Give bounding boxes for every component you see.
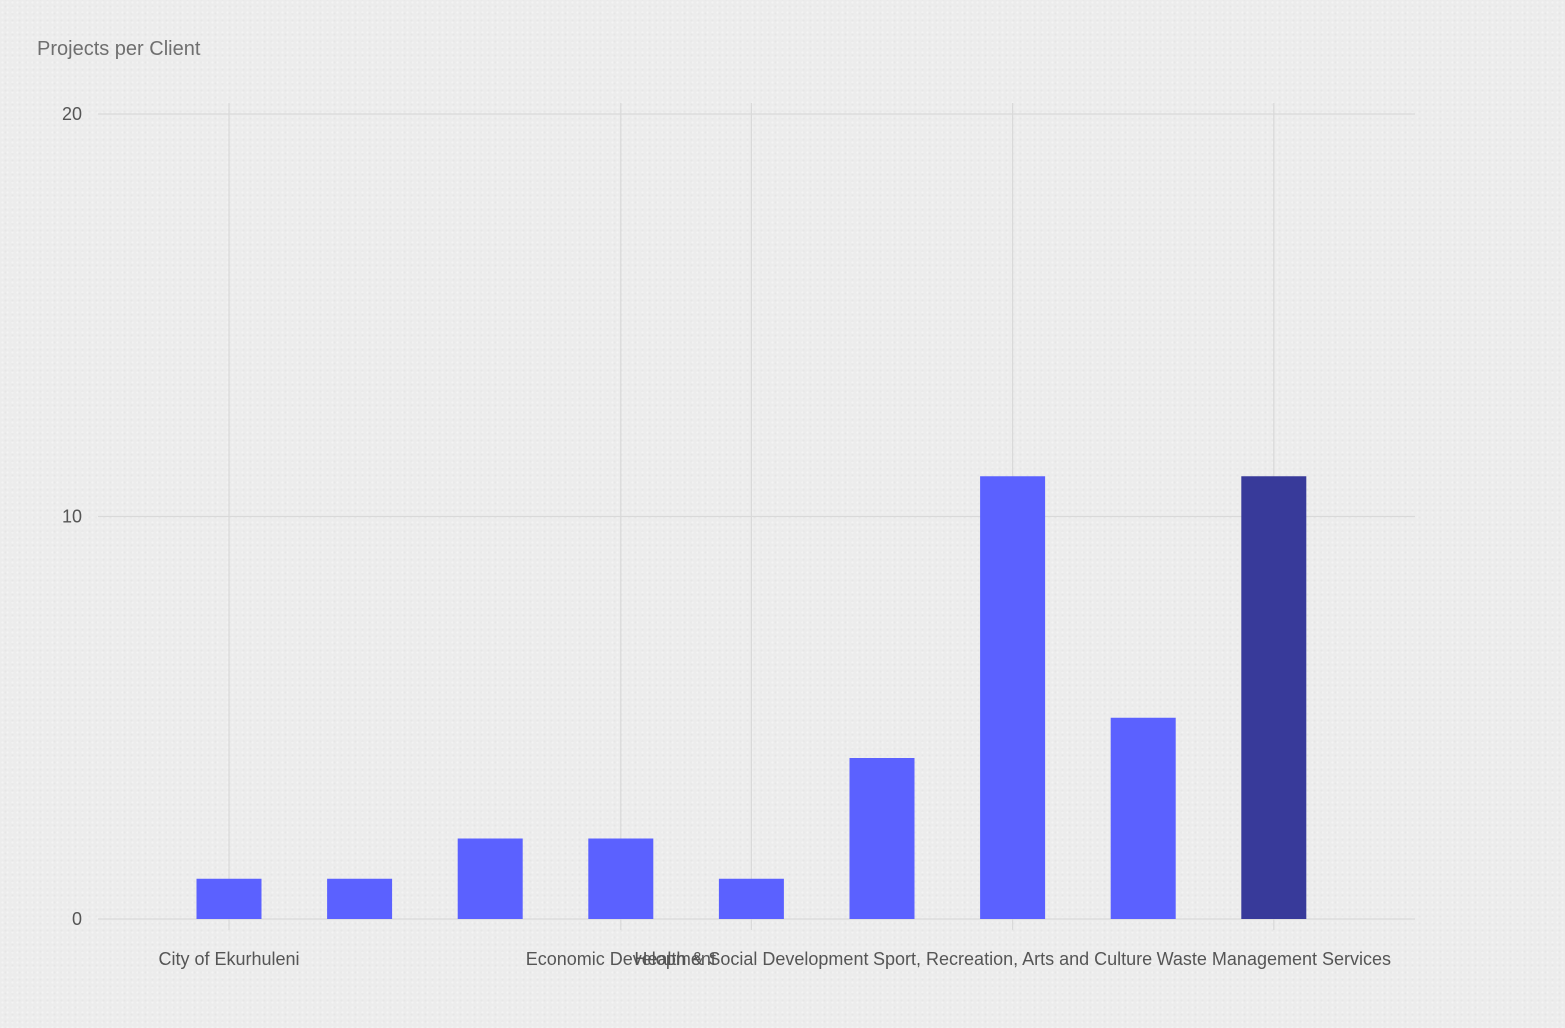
bar[interactable] — [1110, 717, 1176, 919]
y-tick-label: 10 — [62, 507, 82, 527]
bar-layer — [196, 476, 1307, 920]
bar[interactable] — [196, 878, 262, 919]
y-tick-label: 20 — [62, 104, 82, 124]
bar[interactable] — [718, 878, 784, 919]
y-tick-label: 0 — [72, 909, 82, 929]
bar[interactable] — [849, 758, 915, 919]
bar[interactable] — [588, 838, 654, 920]
grid-layer — [98, 103, 1415, 930]
x-tick-label: Sport, Recreation, Arts and Culture — [873, 949, 1152, 969]
x-tick-label: Waste Management Services — [1157, 949, 1391, 969]
bar[interactable] — [457, 838, 523, 920]
x-tick-label: Health & Social Development — [634, 949, 868, 969]
x-tick-label: Economic Development — [526, 949, 716, 969]
bar[interactable] — [1241, 476, 1307, 919]
bar[interactable] — [327, 878, 393, 919]
chart-title: Projects per Client — [37, 38, 201, 60]
x-tick-label: City of Ekurhuleni — [158, 949, 299, 969]
bar[interactable] — [980, 476, 1046, 919]
label-layer: 0 10 20 City of Ekurhuleni Economic Developm… — [62, 104, 1391, 969]
